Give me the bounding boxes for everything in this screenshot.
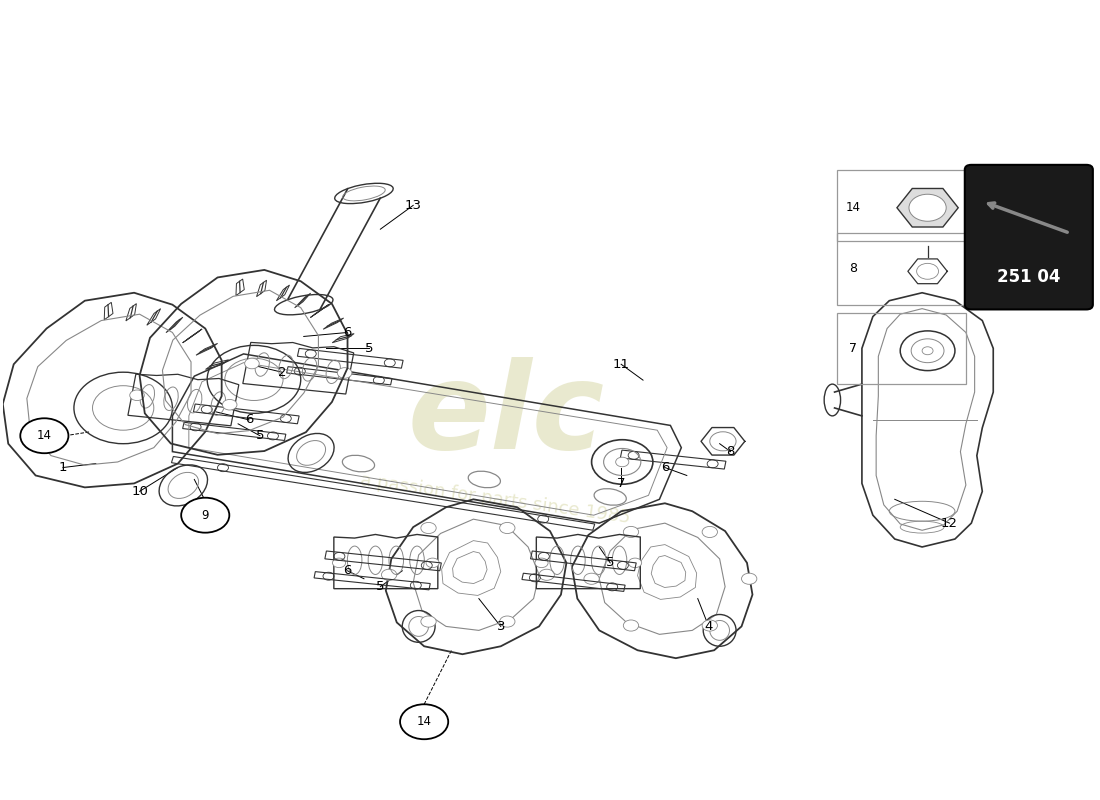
Text: 5: 5 (365, 342, 374, 355)
Text: 14: 14 (37, 430, 52, 442)
Text: 8: 8 (726, 445, 735, 458)
Circle shape (616, 457, 629, 466)
Circle shape (624, 620, 639, 631)
Text: 14: 14 (417, 715, 431, 728)
Circle shape (130, 390, 144, 401)
Text: 7: 7 (617, 477, 626, 490)
Circle shape (535, 558, 548, 568)
Circle shape (421, 616, 437, 627)
FancyBboxPatch shape (965, 165, 1092, 310)
Text: 6: 6 (245, 414, 253, 426)
Circle shape (244, 358, 260, 369)
Circle shape (426, 558, 439, 568)
Text: 8: 8 (849, 262, 857, 275)
Circle shape (20, 418, 68, 454)
Circle shape (702, 526, 717, 538)
Circle shape (421, 522, 437, 534)
Circle shape (338, 368, 352, 378)
Text: 6: 6 (661, 461, 669, 474)
Text: 6: 6 (343, 564, 352, 578)
Circle shape (499, 522, 515, 534)
Text: 251 04: 251 04 (997, 268, 1060, 286)
Text: 11: 11 (613, 358, 629, 370)
Text: 7: 7 (849, 342, 857, 355)
Circle shape (909, 194, 946, 222)
Text: 2: 2 (277, 366, 286, 378)
Text: 4: 4 (704, 620, 713, 633)
Circle shape (584, 573, 600, 584)
Circle shape (400, 704, 448, 739)
Circle shape (539, 570, 554, 580)
Text: 1: 1 (58, 461, 67, 474)
Text: 6: 6 (343, 326, 352, 339)
Circle shape (922, 346, 933, 354)
Text: 5: 5 (255, 430, 264, 442)
Text: a passion for parts since 1985: a passion for parts since 1985 (359, 471, 631, 527)
Text: 9: 9 (201, 509, 209, 522)
Text: 14: 14 (846, 202, 860, 214)
Circle shape (702, 620, 717, 631)
Circle shape (222, 399, 236, 410)
Text: 5: 5 (606, 556, 615, 570)
Circle shape (382, 570, 397, 580)
Text: elc: elc (408, 358, 605, 474)
Text: 10: 10 (131, 485, 149, 498)
Circle shape (624, 526, 639, 538)
Circle shape (182, 498, 229, 533)
Circle shape (628, 558, 641, 568)
Polygon shape (896, 189, 958, 227)
Circle shape (499, 616, 515, 627)
Text: 13: 13 (405, 199, 421, 212)
Circle shape (741, 573, 757, 584)
Text: 5: 5 (376, 580, 385, 593)
Text: 3: 3 (496, 620, 505, 633)
Text: 12: 12 (940, 517, 958, 530)
Circle shape (332, 558, 345, 568)
